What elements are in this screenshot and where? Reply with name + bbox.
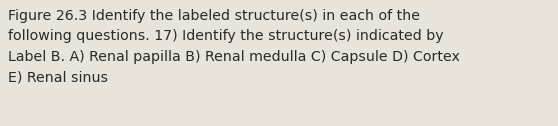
Text: Figure 26.3 Identify the labeled structure(s) in each of the
following questions: Figure 26.3 Identify the labeled structu… [8,9,460,85]
